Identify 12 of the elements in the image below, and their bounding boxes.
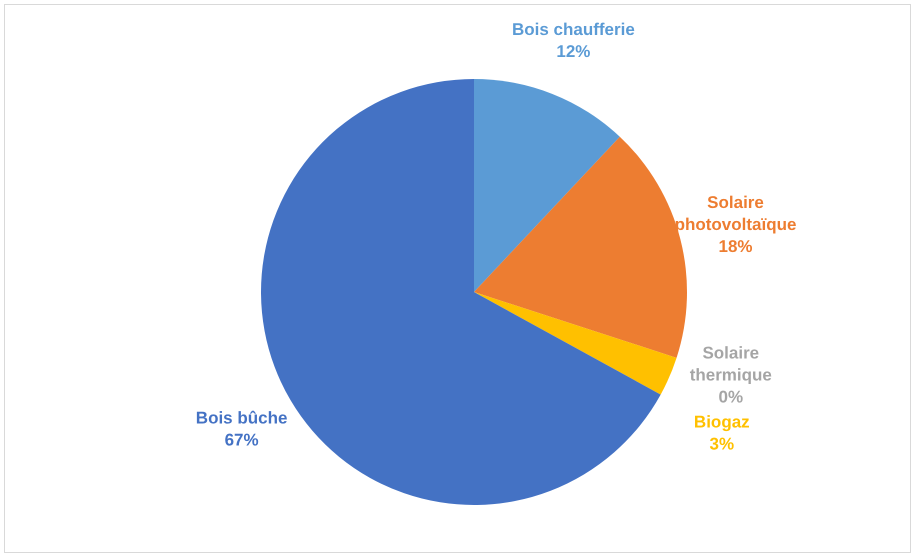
data-label: 67% <box>224 430 259 450</box>
pie-slice <box>474 292 677 395</box>
pie-slice <box>474 79 620 292</box>
slice-label: Solaire photovoltaïque <box>674 192 796 234</box>
slice-label: Biogaz <box>694 412 750 432</box>
data-label: 3% <box>710 434 734 454</box>
data-label: 12% <box>556 42 590 61</box>
slice-label: Bois chaufferie <box>512 20 635 39</box>
slice-label: Bois bûche <box>196 408 288 428</box>
category-label: Solaire thermique <box>690 343 772 384</box>
data-label: 18% <box>718 236 753 256</box>
text: 0% <box>718 387 744 406</box>
